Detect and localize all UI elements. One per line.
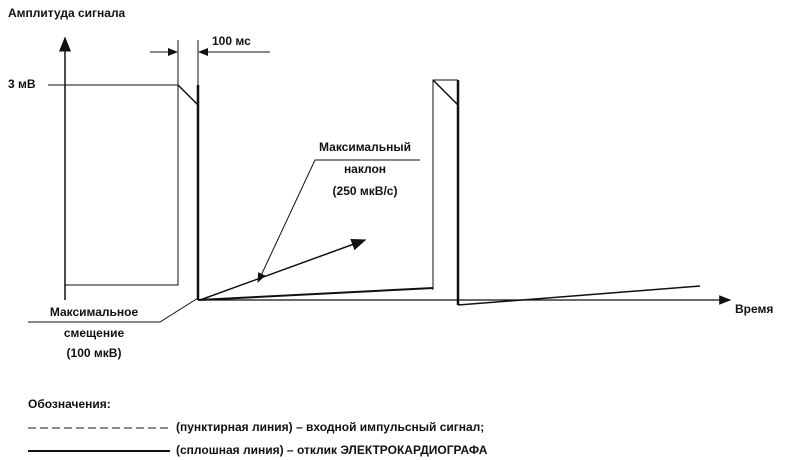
- legend-item: (сплошная линия) – отклик ЭЛЕКТРОКАРДИОГ…: [176, 443, 488, 457]
- legend-item: (пунктирная линия) – входной импульсный …: [176, 420, 484, 434]
- slope-leader: [257, 159, 420, 283]
- slope-arrow: [199, 238, 367, 301]
- x-axis-label: Время: [735, 302, 773, 316]
- legend-title: Обозначения:: [28, 397, 111, 411]
- interval-marker: [150, 40, 270, 85]
- interval-label: 100 мс: [212, 34, 251, 48]
- input-pulse: [64, 79, 458, 290]
- legend: Обозначения: (пунктирная линия) – входно…: [28, 397, 488, 457]
- slope-label: наклон: [344, 162, 386, 176]
- response: [177, 79, 701, 306]
- offset-leader: [28, 297, 199, 323]
- offset-label: (100 мкВ): [67, 346, 122, 360]
- slope-label: Максимальный: [319, 140, 411, 154]
- offset-label: смещение: [64, 326, 125, 340]
- y-axis-label: Амплитуда сигнала: [8, 6, 126, 20]
- amplitude-label: 3 мВ: [8, 77, 36, 91]
- offset-label: Максимальное: [50, 305, 139, 319]
- slope-label: (250 мкВ/с): [333, 184, 398, 198]
- axes: [59, 36, 732, 305]
